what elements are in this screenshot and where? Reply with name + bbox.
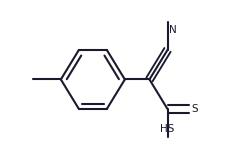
Text: N: N	[168, 25, 176, 35]
Text: S: S	[191, 104, 197, 114]
Text: HS: HS	[160, 124, 174, 134]
